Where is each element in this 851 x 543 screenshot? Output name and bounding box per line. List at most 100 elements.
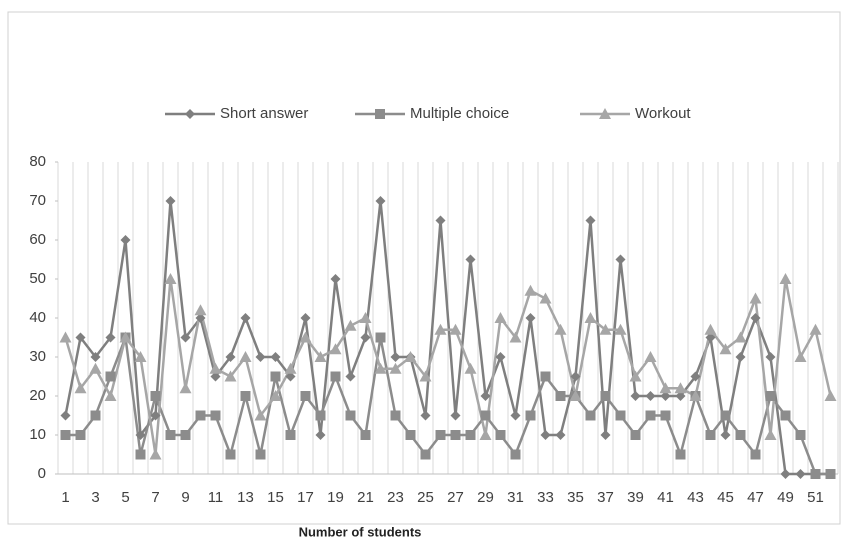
x-tick-label: 51 — [807, 489, 824, 506]
marker — [599, 323, 612, 335]
marker — [374, 362, 387, 374]
marker — [630, 430, 641, 440]
marker — [255, 449, 266, 460]
marker — [810, 469, 821, 479]
marker — [555, 430, 566, 440]
marker — [705, 430, 716, 440]
y-tick-label: 80 — [29, 153, 46, 170]
legend-label: Short answer — [220, 105, 308, 122]
x-tick-label: 5 — [121, 489, 129, 506]
marker — [195, 410, 206, 421]
marker — [704, 323, 717, 335]
marker — [495, 352, 506, 362]
marker — [285, 371, 296, 382]
marker — [765, 391, 776, 401]
marker — [795, 469, 806, 479]
marker — [300, 313, 311, 323]
marker — [240, 391, 251, 401]
marker — [344, 319, 357, 331]
marker — [735, 430, 746, 440]
y-tick-label: 10 — [29, 426, 46, 443]
marker — [720, 410, 731, 421]
marker — [615, 410, 626, 421]
marker — [330, 371, 341, 382]
marker — [735, 352, 746, 362]
marker — [585, 410, 596, 421]
marker — [150, 391, 161, 401]
x-tick-label: 47 — [747, 489, 764, 506]
marker — [150, 410, 161, 421]
marker — [599, 108, 611, 119]
chart-frame — [7, 11, 841, 525]
marker — [404, 351, 417, 362]
marker — [345, 410, 356, 421]
marker — [615, 254, 626, 265]
x-tick-label: 9 — [181, 489, 189, 506]
marker — [270, 371, 281, 382]
marker — [779, 273, 792, 284]
marker — [750, 313, 761, 323]
marker — [614, 323, 627, 335]
marker — [315, 430, 326, 440]
marker — [105, 371, 116, 382]
marker — [59, 331, 72, 343]
x-tick-label: 37 — [597, 489, 614, 506]
x-tick-label: 1 — [61, 489, 69, 506]
x-tick-label: 43 — [687, 489, 704, 506]
marker — [494, 312, 507, 323]
x-tick-label: 35 — [567, 489, 584, 506]
x-tick-label: 45 — [717, 489, 734, 506]
x-tick-label: 19 — [327, 489, 344, 506]
legend-label: Multiple choice — [410, 105, 509, 122]
y-tick-label: 20 — [29, 387, 46, 404]
marker — [195, 313, 206, 323]
marker — [239, 351, 252, 362]
marker — [555, 391, 566, 401]
marker — [225, 449, 236, 460]
marker — [149, 448, 162, 460]
x-tick-label: 13 — [237, 489, 254, 506]
marker — [119, 331, 132, 343]
marker — [720, 430, 731, 440]
marker — [329, 343, 342, 355]
marker — [209, 362, 222, 374]
marker — [630, 391, 641, 401]
marker — [210, 410, 221, 421]
marker — [435, 215, 446, 226]
x-tick-label: 41 — [657, 489, 674, 506]
marker — [225, 352, 236, 362]
marker — [794, 351, 807, 362]
marker — [180, 430, 191, 440]
series-line — [64, 278, 832, 455]
marker — [104, 390, 117, 401]
marker — [600, 430, 611, 440]
marker — [645, 391, 656, 401]
marker — [360, 332, 371, 343]
marker — [809, 323, 822, 335]
marker — [540, 371, 551, 382]
marker — [134, 351, 147, 362]
marker — [315, 410, 326, 421]
marker — [299, 331, 312, 343]
marker — [345, 371, 356, 382]
x-tick-label: 25 — [417, 489, 434, 506]
marker — [330, 274, 341, 284]
marker — [750, 449, 761, 460]
marker — [675, 391, 686, 401]
marker — [210, 371, 221, 382]
marker — [464, 362, 477, 374]
marker — [390, 410, 401, 421]
marker — [224, 370, 237, 382]
marker — [749, 292, 762, 304]
marker — [165, 430, 176, 440]
x-tick-label: 11 — [208, 489, 224, 506]
marker — [584, 312, 597, 323]
marker — [74, 382, 87, 394]
marker — [135, 449, 146, 460]
x-tick-label: 29 — [477, 489, 494, 506]
marker — [285, 430, 296, 440]
marker — [434, 323, 447, 335]
x-tick-label: 39 — [627, 489, 644, 506]
marker — [705, 332, 716, 343]
marker — [254, 409, 267, 421]
